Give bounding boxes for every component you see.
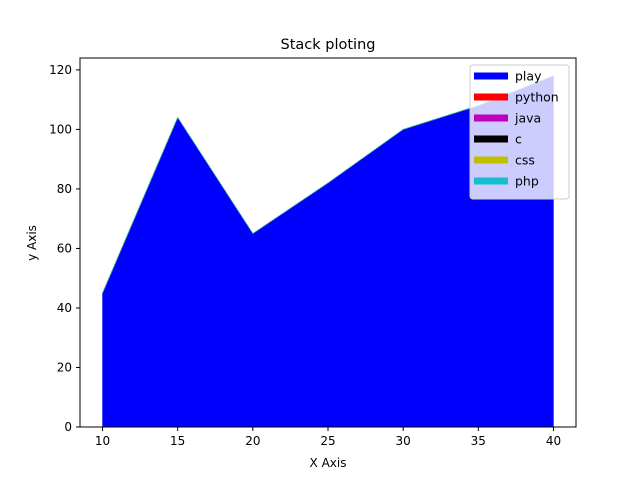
legend-swatch-play bbox=[474, 72, 508, 80]
y-axis-label: y Axis bbox=[25, 225, 39, 261]
legend-label-python: python bbox=[515, 90, 559, 105]
legend-label-css: css bbox=[515, 153, 535, 168]
chart-title: Stack ploting bbox=[281, 37, 376, 53]
x-axis-label: X Axis bbox=[310, 456, 347, 470]
x-tick-label: 25 bbox=[320, 434, 335, 448]
y-tick-label: 0 bbox=[64, 420, 72, 434]
axes-group: 10 15 20 25 30 35 40 0 20 40 60 80 100 120 bbox=[49, 57, 577, 448]
y-tick-label: 20 bbox=[57, 360, 72, 374]
y-tick-label: 40 bbox=[57, 301, 72, 315]
x-tick-label: 40 bbox=[546, 434, 561, 448]
x-tick-label: 30 bbox=[396, 434, 411, 448]
legend-swatch-python bbox=[474, 93, 508, 101]
legend-label-java: java bbox=[514, 111, 541, 126]
x-tick-label: 35 bbox=[471, 434, 486, 448]
x-tick-label: 10 bbox=[95, 434, 110, 448]
legend-swatch-c bbox=[474, 135, 508, 143]
y-tick-label: 80 bbox=[57, 182, 72, 196]
x-tick-label: 15 bbox=[170, 434, 185, 448]
legend-label-php: php bbox=[515, 174, 539, 189]
legend-swatch-css bbox=[474, 156, 508, 164]
y-tick-label: 100 bbox=[49, 122, 72, 136]
legend-label-c: c bbox=[515, 132, 522, 147]
legend-swatch-php bbox=[474, 177, 508, 185]
legend: play python java c css php bbox=[469, 64, 570, 200]
legend-swatch-java bbox=[474, 114, 508, 122]
legend-label-play: play bbox=[515, 69, 542, 84]
x-tick-label: 20 bbox=[245, 434, 260, 448]
y-tick-label: 60 bbox=[57, 241, 72, 255]
y-tick-label: 120 bbox=[49, 63, 72, 77]
